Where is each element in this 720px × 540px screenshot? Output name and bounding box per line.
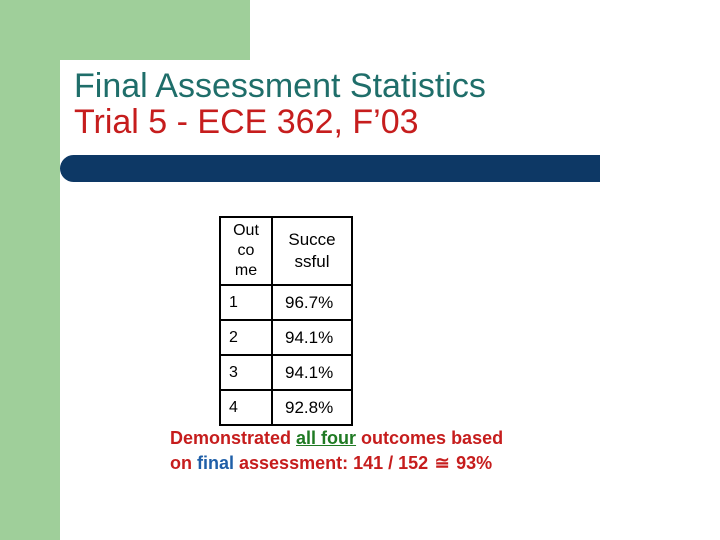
header-successful: Succe ssful [271, 216, 353, 286]
summary-part: outcomes based [356, 428, 504, 448]
outcome-statistics-table: Out co me Succe ssful 1 96.7% 2 94.1% 3 … [219, 216, 353, 426]
title-line-1: Final Assessment Statistics [74, 67, 486, 105]
outcome-cell: 2 [219, 319, 273, 356]
left-accent-bar [0, 0, 60, 540]
approx-equal-symbol: ≅ [434, 453, 450, 473]
table-header-row: Out co me Succe ssful [219, 216, 353, 286]
table-row: 4 92.8% [219, 389, 353, 426]
table-row: 1 96.7% [219, 284, 353, 321]
outcome-cell: 4 [219, 389, 273, 426]
success-cell: 96.7% [271, 284, 353, 321]
summary-part: on [170, 453, 197, 473]
table-row: 3 94.1% [219, 354, 353, 391]
success-cell: 92.8% [271, 389, 353, 426]
success-cell: 94.1% [271, 354, 353, 391]
outcome-cell: 1 [219, 284, 273, 321]
slide-title: Final Assessment Statistics Trial 5 - EC… [74, 68, 486, 140]
summary-text: Demonstrated all four outcomes based on … [170, 426, 503, 476]
title-divider-bar [60, 155, 600, 182]
table-row: 2 94.1% [219, 319, 353, 356]
summary-part: assessment: 141 / 152 [234, 453, 434, 473]
summary-part: Demonstrated [170, 428, 297, 448]
header-outcome: Out co me [219, 216, 273, 286]
outcome-cell: 3 [219, 354, 273, 391]
summary-emphasis-final: final [197, 453, 235, 473]
top-accent-block [0, 0, 250, 60]
content-panel [60, 60, 720, 540]
summary-emphasis-all-four: all four [296, 428, 357, 448]
title-line-2: Trial 5 - ECE 362, F’03 [74, 103, 419, 141]
success-cell: 94.1% [271, 319, 353, 356]
summary-percentage: 93% [451, 453, 493, 473]
